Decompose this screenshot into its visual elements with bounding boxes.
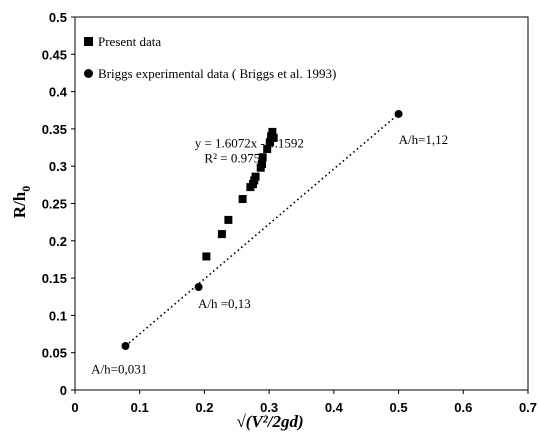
y-tick-label: 0.25 <box>42 197 67 212</box>
x-tick-label: 0.6 <box>454 400 472 415</box>
present-data-point <box>224 215 233 224</box>
present-data-point <box>202 252 211 261</box>
y-tick-label: 0.4 <box>49 85 68 100</box>
x-axis-ticks: 0 0.1 0.2 0.3 0.4 0.5 0.6 0.7 <box>71 390 537 415</box>
y-tick-label: 0.05 <box>42 346 67 361</box>
briggs-data-point <box>394 109 403 118</box>
x-tick-label: 0.4 <box>325 400 344 415</box>
annotation-label: y = 1.6072x - 0.1592 <box>195 136 304 151</box>
legend-label-briggs: Briggs experimental data ( Briggs et al.… <box>98 66 336 81</box>
annotation-label: A/h=0,031 <box>91 362 147 377</box>
y-tick-label: 0 <box>60 383 67 398</box>
legend-marker-square <box>84 37 93 46</box>
legend-marker-circle <box>84 69 93 78</box>
y-tick-label: 0.2 <box>49 234 67 249</box>
legend: Present data Briggs experimental data ( … <box>84 34 336 81</box>
y-tick-label: 0.35 <box>42 122 67 137</box>
y-tick-label: 0.5 <box>49 10 67 25</box>
annotation-label: A/h=1,12 <box>399 132 449 147</box>
data-points <box>121 109 403 350</box>
legend-label-present-data: Present data <box>98 34 161 49</box>
y-tick-label: 0.3 <box>49 159 67 174</box>
present-data-point <box>258 159 267 168</box>
y-tick-label: 0.45 <box>42 47 67 62</box>
present-data-point <box>268 127 277 136</box>
briggs-data-point <box>121 341 130 350</box>
present-data-point <box>263 145 272 154</box>
x-tick-label: 0.5 <box>390 400 408 415</box>
x-axis-title: √(V²/2gd) <box>236 412 303 431</box>
present-data-point <box>265 138 274 147</box>
present-data-point <box>238 195 247 204</box>
y-axis-title: R/h0 <box>10 186 33 218</box>
present-data-point <box>217 230 226 239</box>
x-tick-label: 0.7 <box>519 400 537 415</box>
present-data-point <box>251 172 260 181</box>
present-data-point <box>258 153 267 162</box>
x-tick-label: 0.2 <box>195 400 213 415</box>
annotation-label: A/h =0,13 <box>198 296 251 311</box>
x-tick-label: 0.1 <box>131 400 149 415</box>
y-tick-label: 0.1 <box>49 308 67 323</box>
y-axis-ticks: 0 0.05 0.1 0.15 0.2 0.25 0.3 0.35 0.4 0.45 0.5 <box>42 10 75 398</box>
annotation-label: R² = 0.9751 <box>204 150 266 165</box>
y-tick-label: 0.15 <box>42 271 67 286</box>
x-tick-label: 0.3 <box>260 400 278 415</box>
present-data-point <box>269 133 278 142</box>
briggs-data-point <box>194 283 203 292</box>
x-tick-label: 0 <box>71 400 78 415</box>
